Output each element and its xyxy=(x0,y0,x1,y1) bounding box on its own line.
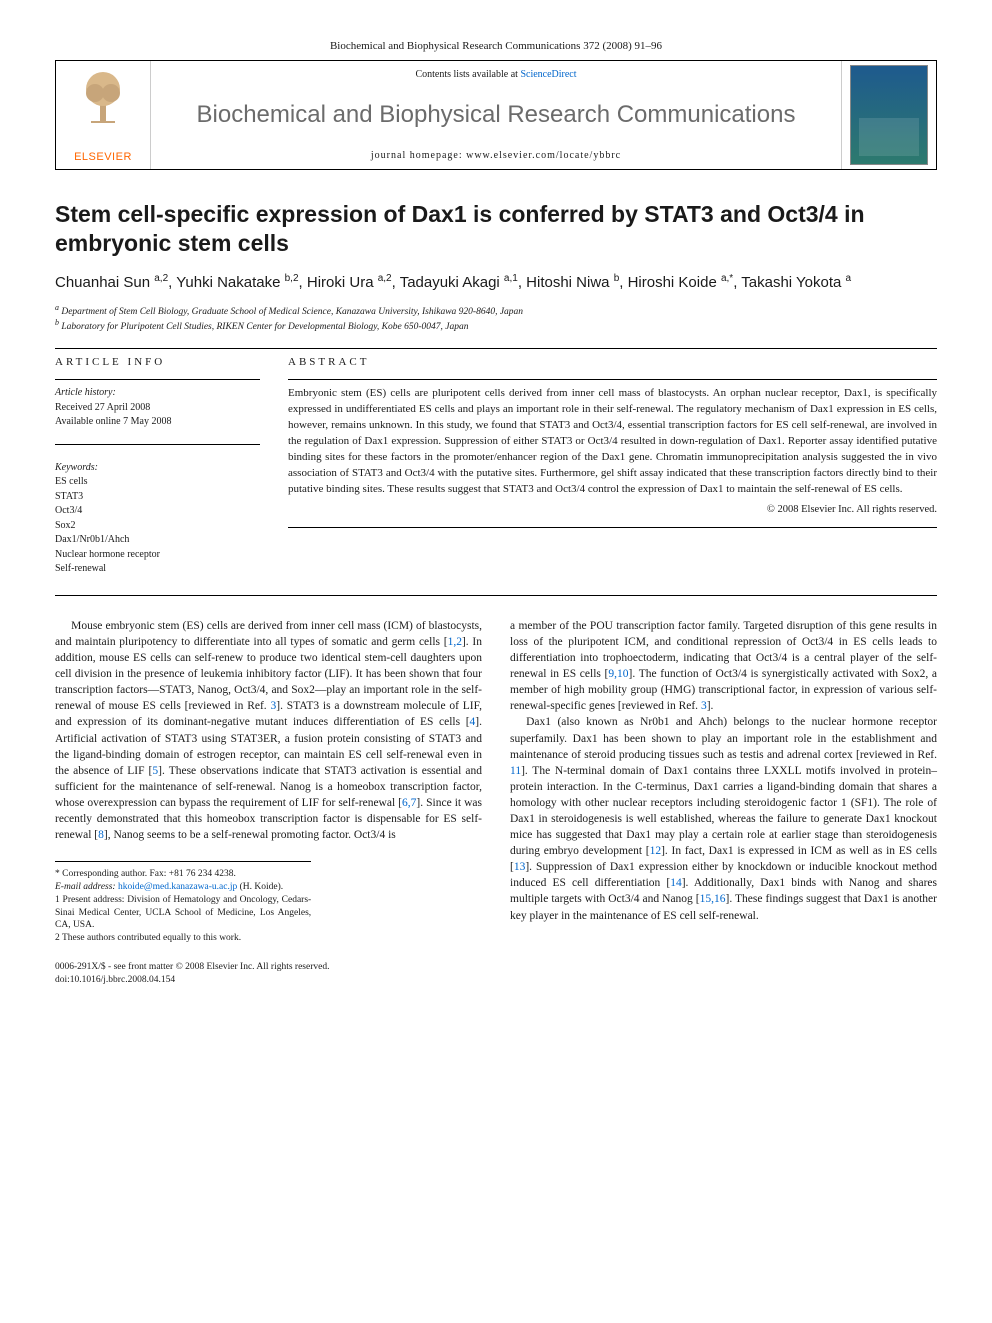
affiliation-a-text: Department of Stem Cell Biology, Graduat… xyxy=(61,307,523,317)
footnote-1: 1 Present address: Division of Hematolog… xyxy=(55,894,311,932)
divider xyxy=(288,527,937,528)
homepage-prefix: journal homepage: xyxy=(371,150,466,161)
homepage-line: journal homepage: www.elsevier.com/locat… xyxy=(151,150,841,161)
abstract-block: ABSTRACT Embryonic stem (ES) cells are p… xyxy=(288,355,937,576)
front-matter: 0006-291X/$ - see front matter © 2008 El… xyxy=(55,961,329,974)
email-link[interactable]: hkoide@med.kanazawa-u.ac.jp xyxy=(118,882,237,892)
body-column-right: a member of the POU transcription factor… xyxy=(510,618,937,945)
sciencedirect-link[interactable]: ScienceDirect xyxy=(520,69,576,80)
publisher-name: ELSEVIER xyxy=(74,151,132,163)
abstract-copyright: © 2008 Elsevier Inc. All rights reserved… xyxy=(288,502,937,517)
divider xyxy=(288,379,937,380)
affiliations: a Department of Stem Cell Biology, Gradu… xyxy=(55,303,937,335)
divider xyxy=(55,379,260,380)
keyword: Oct3/4 xyxy=(55,504,260,519)
keywords-block: Keywords: ES cells STAT3 Oct3/4 Sox2 Dax… xyxy=(55,461,260,577)
keyword: Sox2 xyxy=(55,519,260,534)
divider xyxy=(55,444,260,445)
email-who: (H. Koide). xyxy=(237,882,283,892)
history-label: Article history: xyxy=(55,386,260,401)
header-center: Contents lists available at ScienceDirec… xyxy=(151,61,841,169)
keyword: Nuclear hormone receptor xyxy=(55,548,260,563)
footer-left: 0006-291X/$ - see front matter © 2008 El… xyxy=(55,961,329,987)
body-paragraph: Mouse embryonic stem (ES) cells are deri… xyxy=(55,618,482,843)
publisher-logo-cell: ELSEVIER xyxy=(56,61,151,169)
body-paragraph: a member of the POU transcription factor… xyxy=(510,618,937,715)
authors-list: Chuanhai Sun a,2, Yuhki Nakatake b,2, Hi… xyxy=(55,272,937,293)
divider xyxy=(55,348,937,349)
keyword: STAT3 xyxy=(55,490,260,505)
corresponding-author: * Corresponding author. Fax: +81 76 234 … xyxy=(55,868,311,881)
contents-prefix: Contents lists available at xyxy=(415,69,520,80)
elsevier-tree-icon xyxy=(73,67,133,127)
body-column-left: Mouse embryonic stem (ES) cells are deri… xyxy=(55,618,482,945)
keyword: Dax1/Nr0b1/Ahch xyxy=(55,533,260,548)
homepage-url: www.elsevier.com/locate/ybbrc xyxy=(466,150,621,161)
email-line: E-mail address: hkoide@med.kanazawa-u.ac… xyxy=(55,881,311,894)
affiliation-a: a Department of Stem Cell Biology, Gradu… xyxy=(55,303,937,319)
affiliation-b: b Laboratory for Pluripotent Cell Studie… xyxy=(55,318,937,334)
article-title: Stem cell-specific expression of Dax1 is… xyxy=(55,200,937,258)
journal-reference: Biochemical and Biophysical Research Com… xyxy=(55,40,937,52)
cover-thumbnail-cell xyxy=(841,61,936,169)
email-label: E-mail address: xyxy=(55,882,118,892)
body-columns: Mouse embryonic stem (ES) cells are deri… xyxy=(55,618,937,945)
footnote-2: 2 These authors contributed equally to t… xyxy=(55,932,311,945)
abstract-text: Embryonic stem (ES) cells are pluripoten… xyxy=(288,386,937,498)
contents-line: Contents lists available at ScienceDirec… xyxy=(151,69,841,80)
available-date: Available online 7 May 2008 xyxy=(55,415,260,430)
keywords-label: Keywords: xyxy=(55,461,260,476)
keyword: ES cells xyxy=(55,475,260,490)
page-footer: 0006-291X/$ - see front matter © 2008 El… xyxy=(55,961,937,987)
affiliation-b-text: Laboratory for Pluripotent Cell Studies,… xyxy=(61,323,468,333)
article-info: ARTICLE INFO Article history: Received 2… xyxy=(55,355,260,576)
article-info-heading: ARTICLE INFO xyxy=(55,355,260,371)
abstract-heading: ABSTRACT xyxy=(288,355,937,371)
cover-thumbnail xyxy=(850,65,928,165)
doi: doi:10.1016/j.bbrc.2008.04.154 xyxy=(55,974,329,987)
journal-header: ELSEVIER Contents lists available at Sci… xyxy=(55,60,937,170)
footnotes: * Corresponding author. Fax: +81 76 234 … xyxy=(55,861,311,945)
info-row: ARTICLE INFO Article history: Received 2… xyxy=(55,355,937,576)
received-date: Received 27 April 2008 xyxy=(55,401,260,416)
journal-title: Biochemical and Biophysical Research Com… xyxy=(151,93,841,137)
body-paragraph: Dax1 (also known as Nr0b1 and Ahch) belo… xyxy=(510,714,937,923)
divider xyxy=(55,595,937,596)
keyword: Self-renewal xyxy=(55,562,260,577)
